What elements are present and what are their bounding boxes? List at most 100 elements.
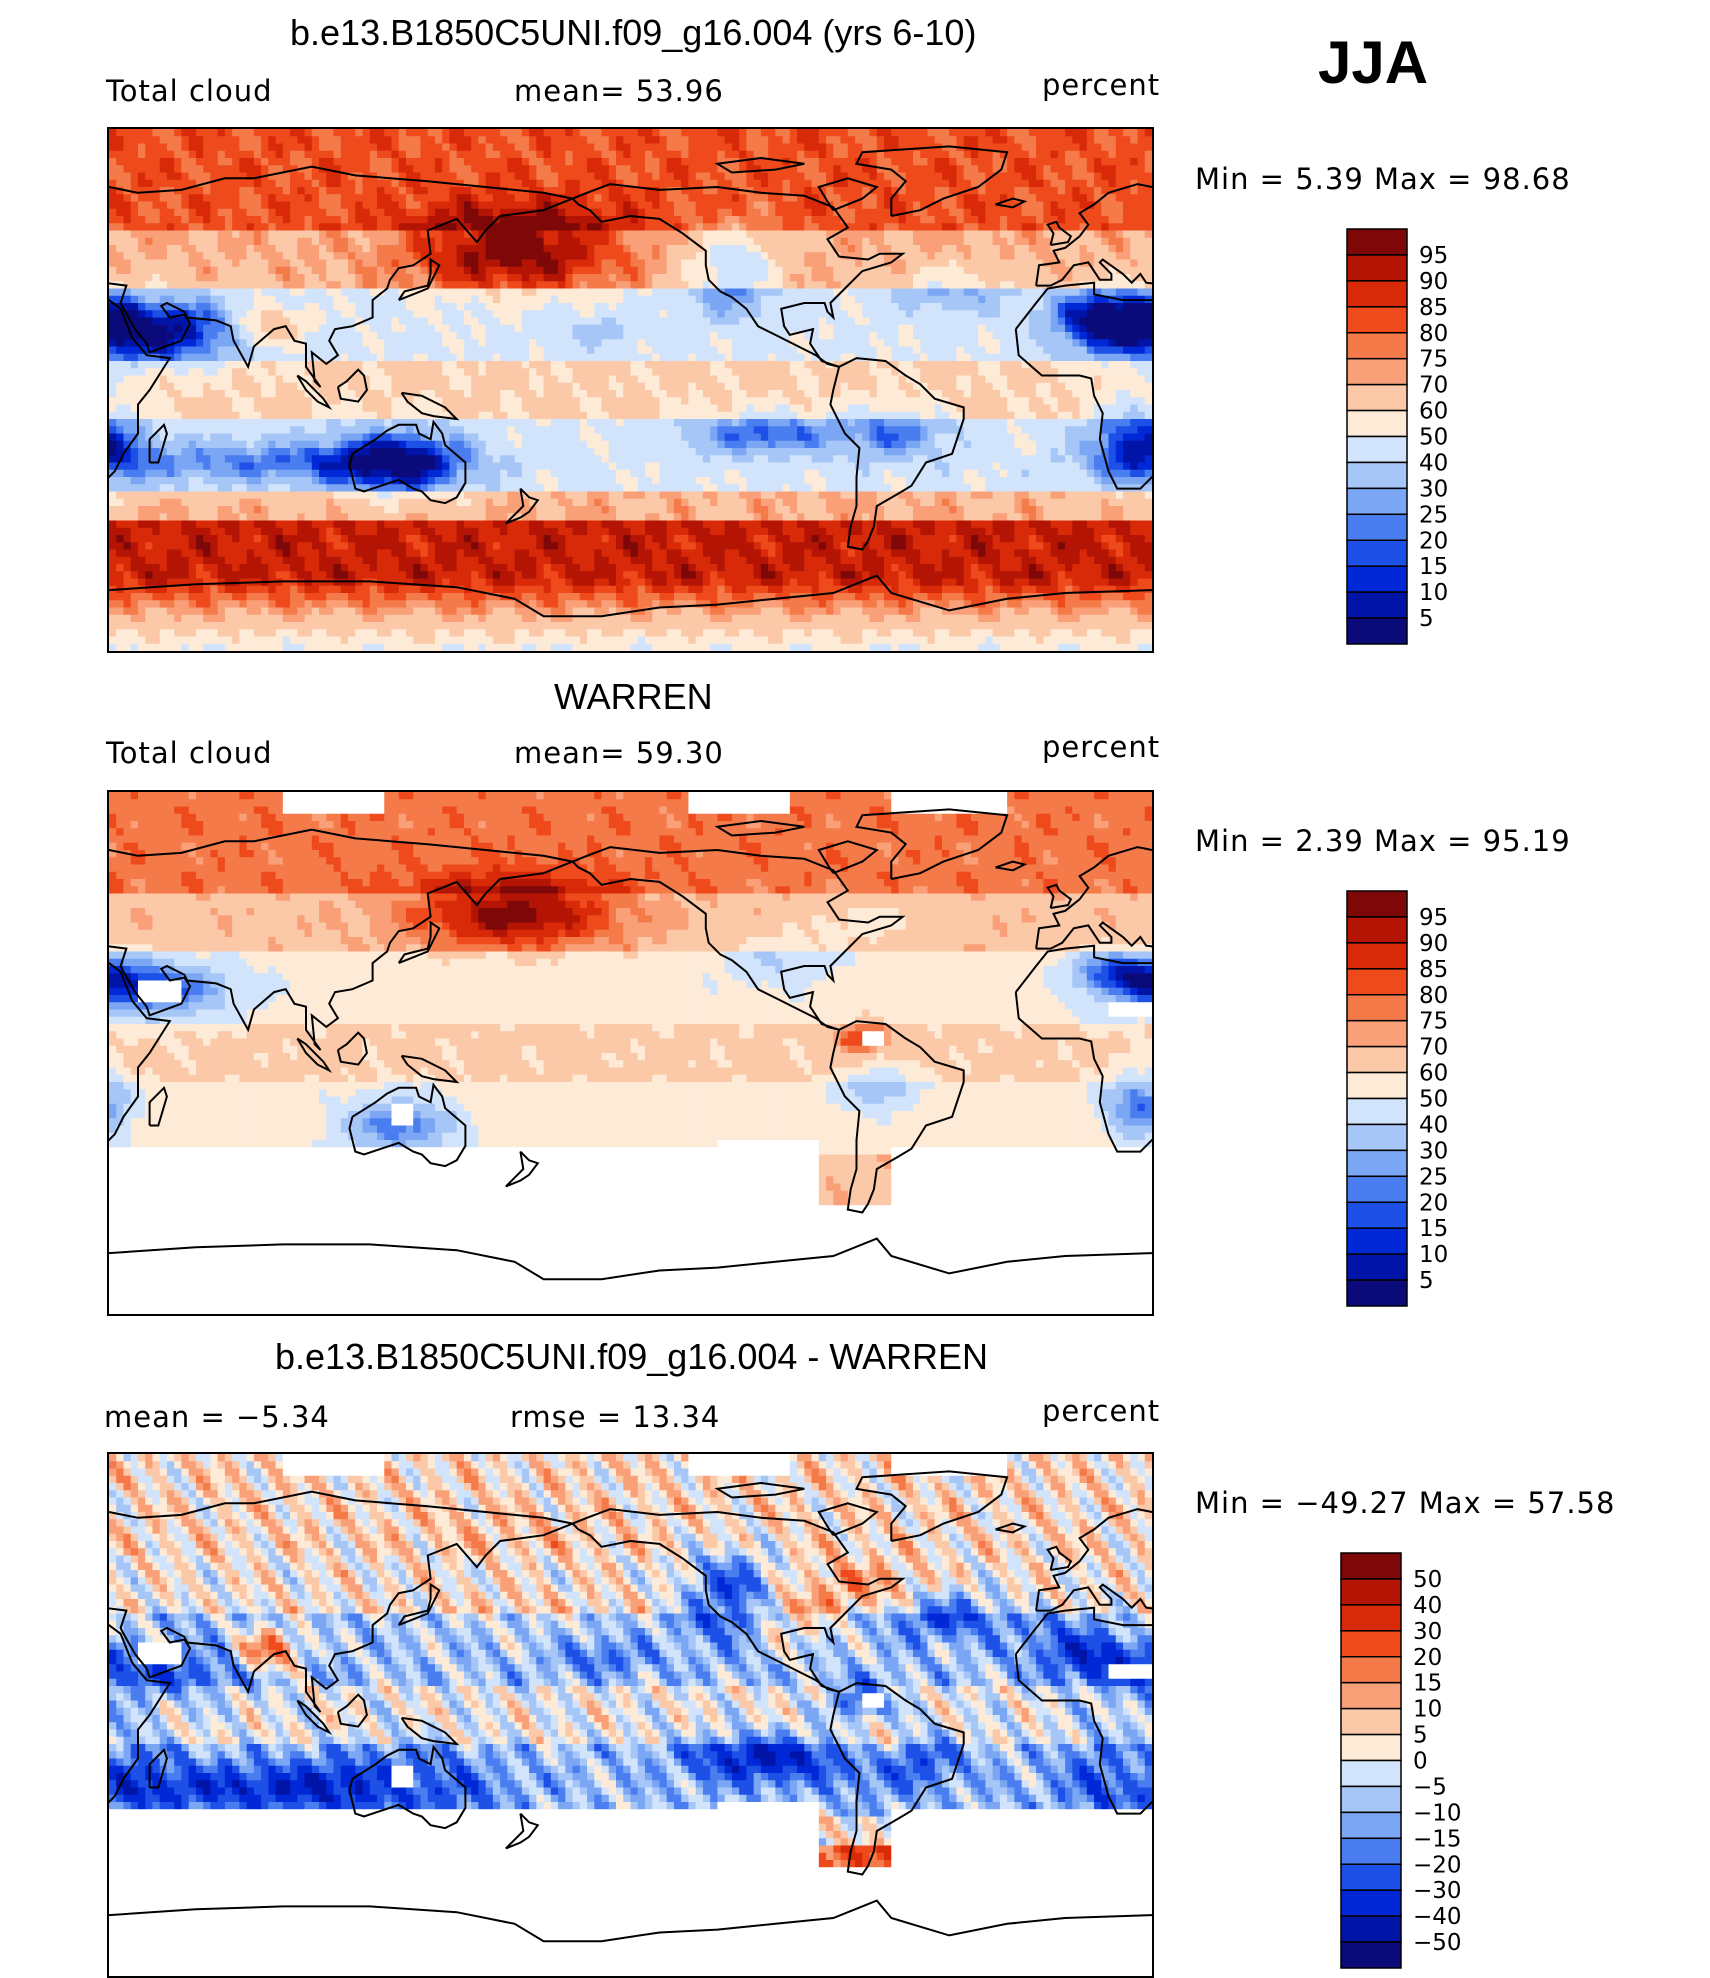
panel-1-colorbar-tick: 40 — [1419, 450, 1448, 476]
panel-1-colorbar-tick: 5 — [1419, 606, 1434, 632]
panel-2-colorbar-box — [1346, 1123, 1408, 1152]
panel-1-colorbar-tick: 25 — [1419, 502, 1448, 528]
panel-1-map — [107, 127, 1154, 653]
panel-2-colorbar-tick: 20 — [1419, 1190, 1448, 1216]
panel-1-colorbar-box — [1346, 487, 1408, 516]
panel-3-colorbar-tick: 10 — [1413, 1697, 1442, 1723]
panel-2-colorbar-tick: 85 — [1419, 957, 1448, 983]
panel-3-colorbar-tick: −50 — [1413, 1930, 1462, 1956]
panel-2-colorbar-box — [1346, 1253, 1408, 1281]
panel-1-colorbar: 95 90 85 80 75 70 60 50 40 30 25 20 15 10 5 — [1346, 228, 1448, 645]
panel-3-colorbar-tick: 5 — [1413, 1723, 1428, 1749]
panel-3-map — [107, 1452, 1154, 1978]
panel-1-colorbar-box — [1346, 383, 1408, 412]
panel-3-colorbar-tick: 50 — [1413, 1567, 1442, 1593]
panel-2-colorbar-tick: 90 — [1419, 931, 1448, 957]
panel-2-minmax: Min = 2.39 Max = 95.19 — [1195, 824, 1571, 858]
panel-3-units-label: percent — [1042, 1394, 1160, 1428]
panel-1-colorbar-box — [1346, 513, 1408, 541]
panel-1-minmax: Min = 5.39 Max = 98.68 — [1195, 162, 1571, 196]
panel-2-colorbar-tick: 25 — [1419, 1164, 1448, 1190]
panel-3-colorbar-tick: −20 — [1413, 1852, 1462, 1878]
panel-2-colorbar-box — [1346, 1071, 1408, 1100]
panel-3-colorbar-box — [1340, 1811, 1402, 1840]
panel-1-title: b.e13.B1850C5UNI.f09_g16.004 (yrs 6-10) — [290, 12, 976, 54]
panel-3-colorbar-box — [1340, 1915, 1402, 1943]
panel-3-colorbar-box — [1340, 1552, 1402, 1580]
panel-2-colorbar-tick: 75 — [1419, 1009, 1448, 1035]
panel-2-colorbar-box — [1346, 1201, 1408, 1229]
panel-3-colorbar-box — [1340, 1604, 1402, 1632]
panel-1-colorbar-box — [1346, 254, 1408, 282]
panel-3-field — [109, 1454, 1152, 1976]
panel-2-colorbar-box — [1346, 1149, 1408, 1178]
panel-1-colorbar-box — [1346, 306, 1408, 334]
panel-1-colorbar-box — [1346, 435, 1408, 464]
panel-1-colorbar-tick: 95 — [1419, 243, 1448, 269]
panel-2-coastlines — [109, 808, 1152, 1281]
panel-1-units-label: percent — [1042, 68, 1160, 102]
panel-1-colorbar-tick: 15 — [1419, 554, 1448, 580]
panel-2-map — [107, 790, 1154, 1316]
panel-2-colorbar-tick: 60 — [1419, 1061, 1448, 1087]
panel-1-colorbar-tick: 70 — [1419, 373, 1448, 399]
panel-2-mean-label: mean= 59.30 — [514, 736, 724, 770]
panel-2-colorbar-tick: 70 — [1419, 1035, 1448, 1061]
panel-2-colorbar-box — [1346, 1279, 1408, 1307]
panel-1-colorbar-box — [1346, 357, 1408, 386]
panel-2-colorbar-tick: 30 — [1419, 1138, 1448, 1164]
panel-2-colorbar-box — [1346, 968, 1408, 996]
panel-3-colorbar-tick: 0 — [1413, 1749, 1428, 1775]
panel-2-colorbar-tick: 95 — [1419, 905, 1448, 931]
panel-3-colorbar-tick: 40 — [1413, 1593, 1442, 1619]
panel-1-colorbar-tick: 85 — [1419, 295, 1448, 321]
panel-3-coastlines — [109, 1470, 1152, 1943]
panel-2-colorbar-box — [1346, 994, 1408, 1022]
panel-2-colorbar-box — [1346, 942, 1408, 970]
panel-3-mean-label: mean = −5.34 — [104, 1400, 330, 1434]
panel-1-colorbar-tick: 80 — [1419, 321, 1448, 347]
panel-3-colorbar-box — [1340, 1630, 1402, 1658]
panel-3-colorbar-tick: −10 — [1413, 1800, 1462, 1826]
panel-1-variable-label: Total cloud — [106, 74, 272, 108]
panel-2-variable-label: Total cloud — [106, 736, 272, 770]
panel-3-colorbar-box — [1340, 1785, 1402, 1814]
panel-2-colorbar-tick: 10 — [1419, 1242, 1448, 1268]
panel-3-colorbar-box — [1340, 1681, 1402, 1710]
season-label: JJA — [1318, 28, 1428, 97]
panel-2-colorbar-tick: 40 — [1419, 1112, 1448, 1138]
panel-1-colorbar-box — [1346, 617, 1408, 645]
panel-3-colorbar-box — [1340, 1707, 1402, 1736]
panel-3-colorbar-box — [1340, 1656, 1402, 1684]
panel-2-colorbar-tick: 5 — [1419, 1268, 1434, 1294]
panel-3-minmax: Min = −49.27 Max = 57.58 — [1195, 1486, 1615, 1520]
panel-3-colorbar-tick: −5 — [1413, 1774, 1447, 1800]
panel-2-colorbar-box — [1346, 1227, 1408, 1255]
panel-3-colorbar-box — [1340, 1863, 1402, 1891]
panel-1-colorbar-tick: 10 — [1419, 580, 1448, 606]
panel-2-colorbar-tick: 15 — [1419, 1216, 1448, 1242]
panel-3-colorbar-tick: −30 — [1413, 1878, 1462, 1904]
panel-1-colorbar-tick: 20 — [1419, 528, 1448, 554]
panel-1-colorbar-tick: 30 — [1419, 476, 1448, 502]
panel-2-colorbar: 95 90 85 80 75 70 60 50 40 30 25 20 15 10 5 — [1346, 890, 1448, 1307]
panel-3-colorbar-box — [1340, 1889, 1402, 1917]
panel-3-colorbar-tick: −40 — [1413, 1904, 1462, 1930]
panel-1-colorbar-box — [1346, 228, 1408, 256]
panel-1-coastlines — [109, 145, 1152, 618]
panel-3-colorbar-tick: 15 — [1413, 1671, 1442, 1697]
panel-1-colorbar-tick: 60 — [1419, 399, 1448, 425]
panel-1-colorbar-tick: 50 — [1419, 425, 1448, 451]
panel-3-colorbar-tick: 20 — [1413, 1645, 1442, 1671]
panel-2-title: WARREN — [554, 676, 713, 718]
panel-1-field — [109, 129, 1152, 651]
panel-1-colorbar-box — [1346, 591, 1408, 619]
panel-3-colorbar-box — [1340, 1733, 1402, 1762]
panel-1-colorbar-box — [1346, 461, 1408, 490]
panel-2-colorbar-tick: 50 — [1419, 1087, 1448, 1113]
panel-1-colorbar-box — [1346, 332, 1408, 360]
panel-3-colorbar-box — [1340, 1941, 1402, 1969]
panel-3-colorbar-box — [1340, 1759, 1402, 1788]
panel-2-units-label: percent — [1042, 730, 1160, 764]
panel-3-colorbar-tick: −15 — [1413, 1826, 1462, 1852]
